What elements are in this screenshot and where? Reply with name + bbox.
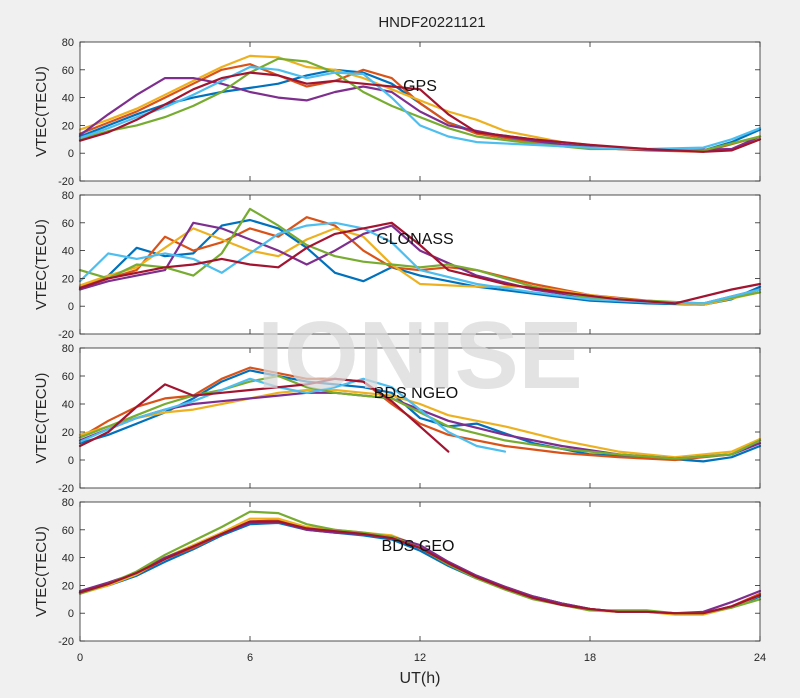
x-tick-label: 6: [247, 652, 253, 664]
series-line-6: [78, 377, 450, 453]
y-tick-label: 40: [62, 399, 74, 411]
y-tick-label: -20: [58, 483, 74, 495]
x-tick-label: 0: [77, 652, 83, 664]
y-tick-label: 20: [62, 427, 74, 439]
series-line-4: [78, 374, 762, 460]
chart-title: HNDF20221121: [378, 14, 485, 31]
y-tick-label: 60: [62, 371, 74, 383]
series-line-0: [78, 218, 762, 306]
y-tick-label: 80: [62, 497, 74, 509]
y-axis-label: VTEC(TECU): [33, 526, 50, 617]
y-tick-label: 0: [68, 608, 74, 620]
y-tick-label: -20: [58, 636, 74, 648]
y-tick-label: 20: [62, 580, 74, 592]
panel-annotation: GPS: [403, 78, 437, 95]
series-line-5: [78, 221, 762, 305]
y-tick-label: 60: [62, 218, 74, 230]
y-tick-label: -20: [58, 176, 74, 188]
series-line-5: [78, 377, 507, 453]
y-tick-label: 0: [68, 455, 74, 467]
panel-0: -20 0 20 40 60 80 VTEC(TECU) GPS: [33, 37, 762, 188]
y-tick-label: 40: [62, 553, 74, 565]
panel-2: -20 0 20 40 60 80 VTEC(TECU) BDS NGEO: [33, 343, 762, 495]
series-line-5: [78, 520, 762, 615]
y-tick-label: -20: [58, 329, 74, 341]
x-tick-label: 24: [754, 652, 766, 664]
y-tick-label: 80: [62, 343, 74, 355]
y-tick-label: 0: [68, 148, 74, 160]
series-line-2: [78, 388, 762, 459]
y-axis-label: VTEC(TECU): [33, 219, 50, 310]
plot-area: [80, 502, 760, 641]
y-tick-label: 20: [62, 273, 74, 285]
y-tick-label: 40: [62, 93, 74, 105]
x-tick-label: 12: [414, 652, 426, 664]
series-line-4: [78, 207, 762, 305]
y-tick-label: 80: [62, 190, 74, 202]
y-axis-label: VTEC(TECU): [33, 66, 50, 157]
panel-annotation: BDS GEO: [382, 538, 455, 555]
panel-annotation: BDS NGEO: [374, 385, 458, 402]
y-tick-label: 0: [68, 301, 74, 313]
x-tick-label: 18: [584, 652, 596, 664]
series-line-6: [78, 71, 762, 153]
watermark: IONISE: [257, 302, 582, 409]
y-tick-label: 40: [62, 246, 74, 258]
y-tick-label: 60: [62, 525, 74, 537]
y-tick-label: 80: [62, 37, 74, 49]
y-tick-label: 60: [62, 65, 74, 77]
series-line-6: [78, 221, 762, 305]
x-axis-label: UT(h): [400, 670, 441, 687]
y-axis-label: VTEC(TECU): [33, 373, 50, 464]
panel-1: -20 0 20 40 60 80 VTEC(TECU) GLONASS: [33, 190, 762, 341]
y-tick-label: 20: [62, 120, 74, 132]
panel-annotation: GLONASS: [376, 231, 453, 248]
